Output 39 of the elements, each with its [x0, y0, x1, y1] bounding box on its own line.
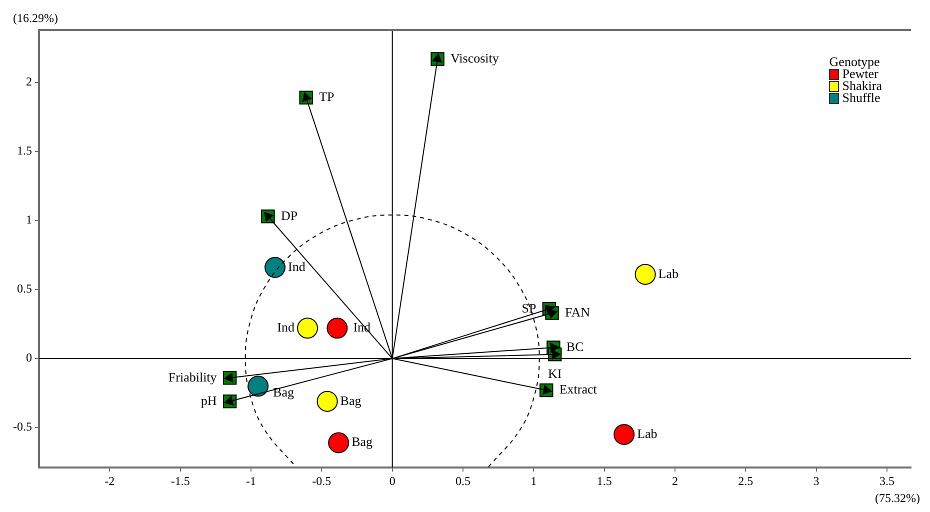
x-tick-label: 3 [813, 474, 820, 488]
legend-label: Shakira [842, 78, 882, 93]
annotation: FAN [565, 304, 591, 320]
y-tick-label: 0 [26, 350, 32, 365]
annotation: Viscosity [450, 50, 500, 66]
annotation: Bag [352, 434, 374, 450]
x-tick-label: 0 [389, 474, 396, 488]
x-tick-label: -1 [246, 474, 256, 488]
annotation: Lab [658, 266, 679, 281]
annotation: KI [548, 366, 562, 381]
legend-title: Genotype [829, 54, 881, 69]
annotation: pH [200, 392, 217, 408]
annotation: SP [522, 300, 536, 316]
y-axis-title: (16.29%) [12, 11, 58, 25]
y-tick-label: 1.5 [16, 144, 32, 158]
annotation: Bag [340, 392, 362, 408]
x-tick-label: 2 [672, 474, 678, 488]
x-tick-label: -1.5 [170, 474, 190, 488]
y-tick-label: 1 [26, 212, 32, 227]
annotation: BC [566, 338, 584, 354]
x-tick-label: 1 [530, 474, 537, 488]
annotation: Bag [273, 384, 294, 400]
x-tick-label: -0.5 [312, 474, 332, 488]
legend-label: Shuffle [842, 90, 880, 105]
annotation: DP [280, 208, 298, 223]
y-tick-label: -0.5 [12, 420, 32, 434]
annotation: Friability [168, 369, 218, 384]
x-tick-label: 3.5 [879, 474, 894, 488]
x-tick-label: 1.5 [596, 474, 612, 488]
annotation: TP [319, 89, 334, 104]
annotation: Lab [637, 426, 658, 441]
x-tick-label: -2 [104, 474, 115, 488]
y-tick-label: 2 [26, 74, 32, 89]
x-tick-label: 0.5 [455, 474, 470, 488]
x-tick-label: 2.5 [738, 474, 754, 488]
y-tick-label: 0.5 [16, 282, 32, 296]
annotation: Extract [559, 382, 598, 397]
annotation: Ind [288, 258, 306, 274]
annotation: Ind [277, 320, 296, 335]
